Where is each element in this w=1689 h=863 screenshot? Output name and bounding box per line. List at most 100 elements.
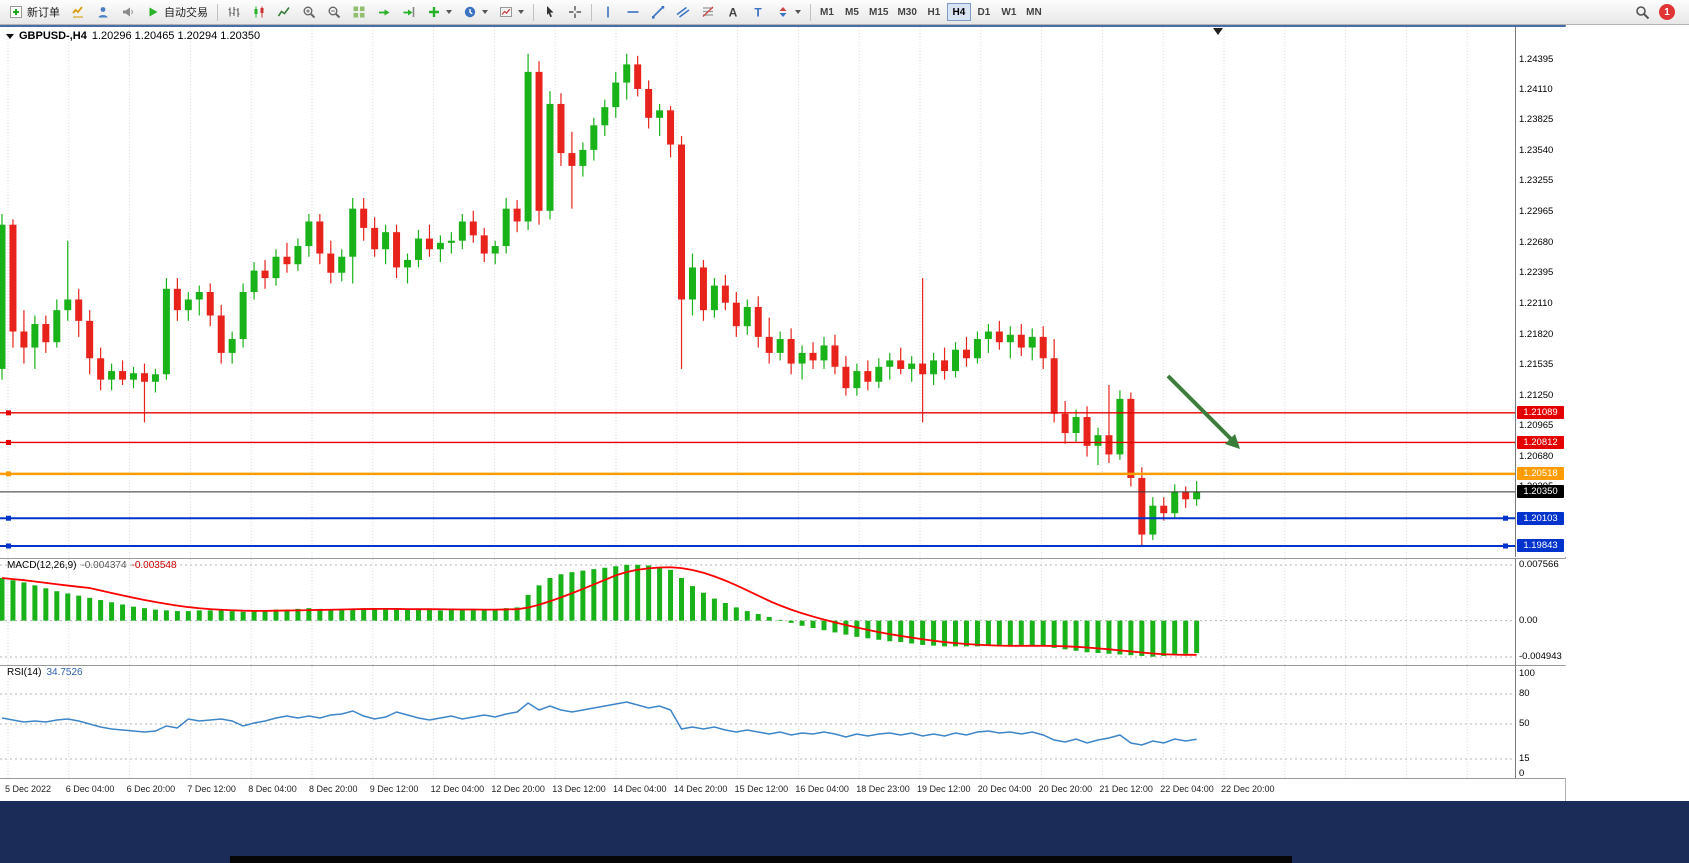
candle-body bbox=[513, 208, 521, 222]
time-label: 16 Dec 04:00 bbox=[795, 784, 849, 794]
new-order-icon bbox=[10, 6, 22, 18]
candle-body bbox=[130, 373, 138, 380]
search-icon[interactable] bbox=[1635, 5, 1650, 20]
rsi-axis-label: 0 bbox=[1519, 768, 1525, 779]
candle-body bbox=[897, 360, 905, 369]
crosshair-icon bbox=[569, 6, 581, 18]
timeframe-m30[interactable]: M30 bbox=[893, 3, 920, 21]
candle-body bbox=[458, 221, 466, 241]
new-order-button[interactable]: 新订单 bbox=[4, 2, 65, 22]
market-watch-button[interactable] bbox=[66, 2, 90, 22]
candle-body bbox=[1050, 358, 1058, 414]
notification-badge[interactable]: 1 bbox=[1659, 4, 1675, 20]
toolbar-right: 1 bbox=[1635, 4, 1685, 20]
macd-scale[interactable]: 0.007566 0.00 -0.004943 bbox=[1515, 559, 1566, 665]
price-badge: 1.19843 bbox=[1517, 539, 1564, 553]
cursor-button[interactable] bbox=[538, 2, 562, 22]
time-axis[interactable]: 5 Dec 2022 6 Dec 04:00 6 Dec 20:00 7 Dec 12… bbox=[0, 778, 1565, 802]
chart-symbol: GBPUSD-,H4 bbox=[19, 30, 87, 42]
candle-body bbox=[754, 306, 762, 337]
timeframe-d1[interactable]: D1 bbox=[972, 3, 996, 21]
taskbar-edge bbox=[230, 856, 1292, 863]
line-chart-icon bbox=[277, 7, 290, 17]
candle-body bbox=[601, 107, 609, 126]
candle-body bbox=[151, 374, 159, 382]
line-handle[interactable] bbox=[1503, 543, 1508, 549]
autotrading-button[interactable]: 自动交易 bbox=[141, 2, 213, 22]
chart-shift-marker[interactable] bbox=[1213, 28, 1223, 35]
line-handle[interactable] bbox=[6, 410, 11, 416]
trendline-tool-button[interactable] bbox=[646, 2, 670, 22]
trend-arrow[interactable] bbox=[1166, 374, 1234, 442]
line-handle[interactable] bbox=[6, 471, 11, 477]
candle-body bbox=[546, 103, 554, 211]
candle-body bbox=[480, 235, 488, 254]
templates-button[interactable] bbox=[494, 2, 529, 22]
workspace-bottom-strip bbox=[0, 801, 1689, 863]
rsi-scale[interactable]: 100 80 50 15 0 bbox=[1515, 666, 1566, 779]
fibonacci-tool-button[interactable] bbox=[696, 2, 720, 22]
add-indicator-button[interactable] bbox=[422, 2, 457, 22]
community-icon bbox=[98, 7, 108, 18]
text-tool-button[interactable]: A bbox=[721, 2, 745, 22]
candle-body bbox=[469, 221, 477, 236]
candle-body bbox=[524, 71, 532, 222]
candle-body bbox=[371, 227, 379, 250]
candle-body bbox=[316, 221, 324, 254]
candle-body bbox=[798, 352, 806, 364]
candle-body bbox=[1017, 334, 1025, 348]
price-label: 1.23540 bbox=[1519, 144, 1554, 156]
sound-button[interactable] bbox=[116, 2, 140, 22]
auto-scroll-button[interactable] bbox=[372, 2, 396, 22]
rsi-axis-label: 80 bbox=[1519, 688, 1530, 699]
line-handle[interactable] bbox=[6, 515, 11, 521]
timeframe-h4[interactable]: H4 bbox=[946, 3, 971, 21]
timeframe-m1[interactable]: M1 bbox=[815, 3, 839, 21]
periods-button[interactable] bbox=[458, 2, 493, 22]
candle-body bbox=[349, 208, 357, 257]
line-handle[interactable] bbox=[1503, 515, 1508, 521]
timeframe-m15[interactable]: M15 bbox=[865, 3, 892, 21]
candle-body bbox=[1083, 417, 1091, 446]
timeframe-m5[interactable]: M5 bbox=[840, 3, 864, 21]
rsi-axis-label: 15 bbox=[1519, 753, 1530, 764]
community-button[interactable] bbox=[91, 2, 115, 22]
timeframe-w1[interactable]: W1 bbox=[997, 3, 1021, 21]
candle-body bbox=[1116, 398, 1124, 455]
candle-body bbox=[908, 363, 916, 369]
main-chart-canvas[interactable] bbox=[0, 27, 1515, 557]
new-order-label: 新订单 bbox=[27, 7, 60, 19]
candle-body bbox=[820, 345, 828, 361]
horizontal-line-tool-button[interactable] bbox=[621, 2, 645, 22]
crosshair-button[interactable] bbox=[563, 2, 587, 22]
bar-chart-button[interactable] bbox=[222, 2, 246, 22]
arrows-tool-button[interactable] bbox=[771, 2, 806, 22]
label-tool-button[interactable]: T bbox=[746, 2, 770, 22]
candle-body bbox=[382, 232, 390, 250]
zoom-out-button[interactable] bbox=[322, 2, 346, 22]
line-handle[interactable] bbox=[6, 543, 11, 549]
chart-shift-button[interactable] bbox=[397, 2, 421, 22]
candle-body bbox=[721, 285, 729, 303]
time-label: 18 Dec 23:00 bbox=[856, 784, 910, 794]
rsi-canvas[interactable] bbox=[0, 666, 1515, 778]
candle-body bbox=[239, 292, 247, 340]
candle-body bbox=[634, 64, 642, 89]
vertical-line-tool-button[interactable] bbox=[596, 2, 620, 22]
candle-body bbox=[1193, 491, 1201, 500]
price-scale[interactable]: 1.24395 1.24110 1.23825 1.23540 1.23255 1.229… bbox=[1515, 27, 1566, 557]
candle-body bbox=[765, 336, 773, 353]
time-label: 9 Dec 12:00 bbox=[369, 784, 419, 794]
tile-windows-button[interactable] bbox=[347, 2, 371, 22]
line-chart-button[interactable] bbox=[272, 2, 296, 22]
channel-tool-button[interactable] bbox=[671, 2, 695, 22]
candlestick-chart-button[interactable] bbox=[247, 2, 271, 22]
timeframe-h1[interactable]: H1 bbox=[922, 3, 946, 21]
zoom-in-button[interactable] bbox=[297, 2, 321, 22]
one-click-trading-toggle-icon[interactable] bbox=[6, 33, 14, 39]
arrows-icon bbox=[779, 7, 787, 17]
line-handle[interactable] bbox=[6, 439, 11, 445]
timeframe-mn[interactable]: MN bbox=[1022, 3, 1046, 21]
macd-canvas[interactable] bbox=[0, 559, 1515, 665]
time-label: 14 Dec 20:00 bbox=[673, 784, 728, 794]
